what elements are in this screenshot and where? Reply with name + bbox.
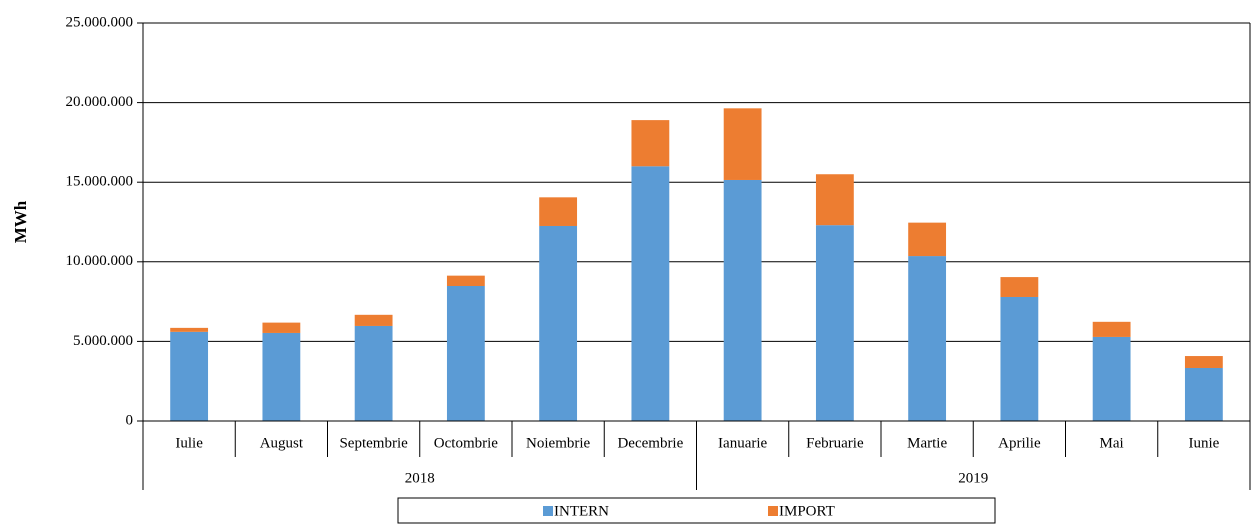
x-tick-label: Iulie — [175, 435, 203, 451]
y-tick-label: 5.000.000 — [73, 333, 133, 349]
bar-segment — [1000, 277, 1039, 297]
bar-segment — [354, 314, 393, 326]
bar-segment — [262, 322, 301, 333]
legend-swatch — [543, 506, 553, 516]
bar-segment — [1184, 356, 1223, 368]
y-tick-label: 25.000.000 — [66, 14, 134, 30]
x-tick-label: Ianuarie — [718, 435, 767, 451]
bar-segment — [631, 166, 670, 421]
legend-label: IMPORT — [779, 503, 835, 519]
y-tick-label: 10.000.000 — [66, 253, 134, 269]
x-tick-label: Februarie — [806, 435, 864, 451]
bar-segment — [170, 331, 209, 421]
bar-segment — [262, 332, 301, 421]
bar-segment — [1092, 336, 1131, 421]
bar-segment — [815, 225, 854, 421]
legend-swatch — [768, 506, 778, 516]
x-tick-label: Septembrie — [339, 435, 408, 451]
legend-box — [397, 497, 996, 524]
x-tick-label: Martie — [907, 435, 947, 451]
y-tick-label: 20.000.000 — [66, 94, 134, 110]
bar-segment — [1092, 321, 1131, 337]
x-tick-label: Noiembrie — [526, 435, 590, 451]
group-label: 2019 — [958, 470, 988, 486]
bar-segment — [354, 325, 393, 421]
bar-segment — [815, 174, 854, 226]
bar-segment — [539, 225, 578, 421]
bar-segment — [446, 275, 485, 286]
y-tick-label: 0 — [126, 412, 134, 428]
bar-segment — [723, 179, 762, 421]
bar-segment — [631, 120, 670, 167]
bar-segment — [1184, 367, 1223, 421]
x-tick-label: Iunie — [1188, 435, 1219, 451]
bar-segment — [908, 256, 947, 421]
group-label: 2018 — [405, 470, 435, 486]
bar-segment — [1000, 296, 1039, 421]
bar-segment — [539, 197, 578, 226]
x-tick-label: Aprilie — [998, 435, 1041, 451]
x-tick-label: Octombrie — [434, 435, 498, 451]
bar-segment — [170, 327, 209, 332]
x-tick-label: Decembrie — [617, 435, 683, 451]
y-tick-label: 15.000.000 — [66, 174, 134, 190]
x-tick-label: August — [260, 435, 304, 451]
y-axis-label: MWh — [11, 200, 30, 243]
x-tick-label: Mai — [1100, 435, 1124, 451]
bar-segment — [446, 285, 485, 421]
bar-segment — [908, 222, 947, 257]
bar-segment — [723, 108, 762, 180]
legend-label: INTERN — [554, 503, 609, 519]
